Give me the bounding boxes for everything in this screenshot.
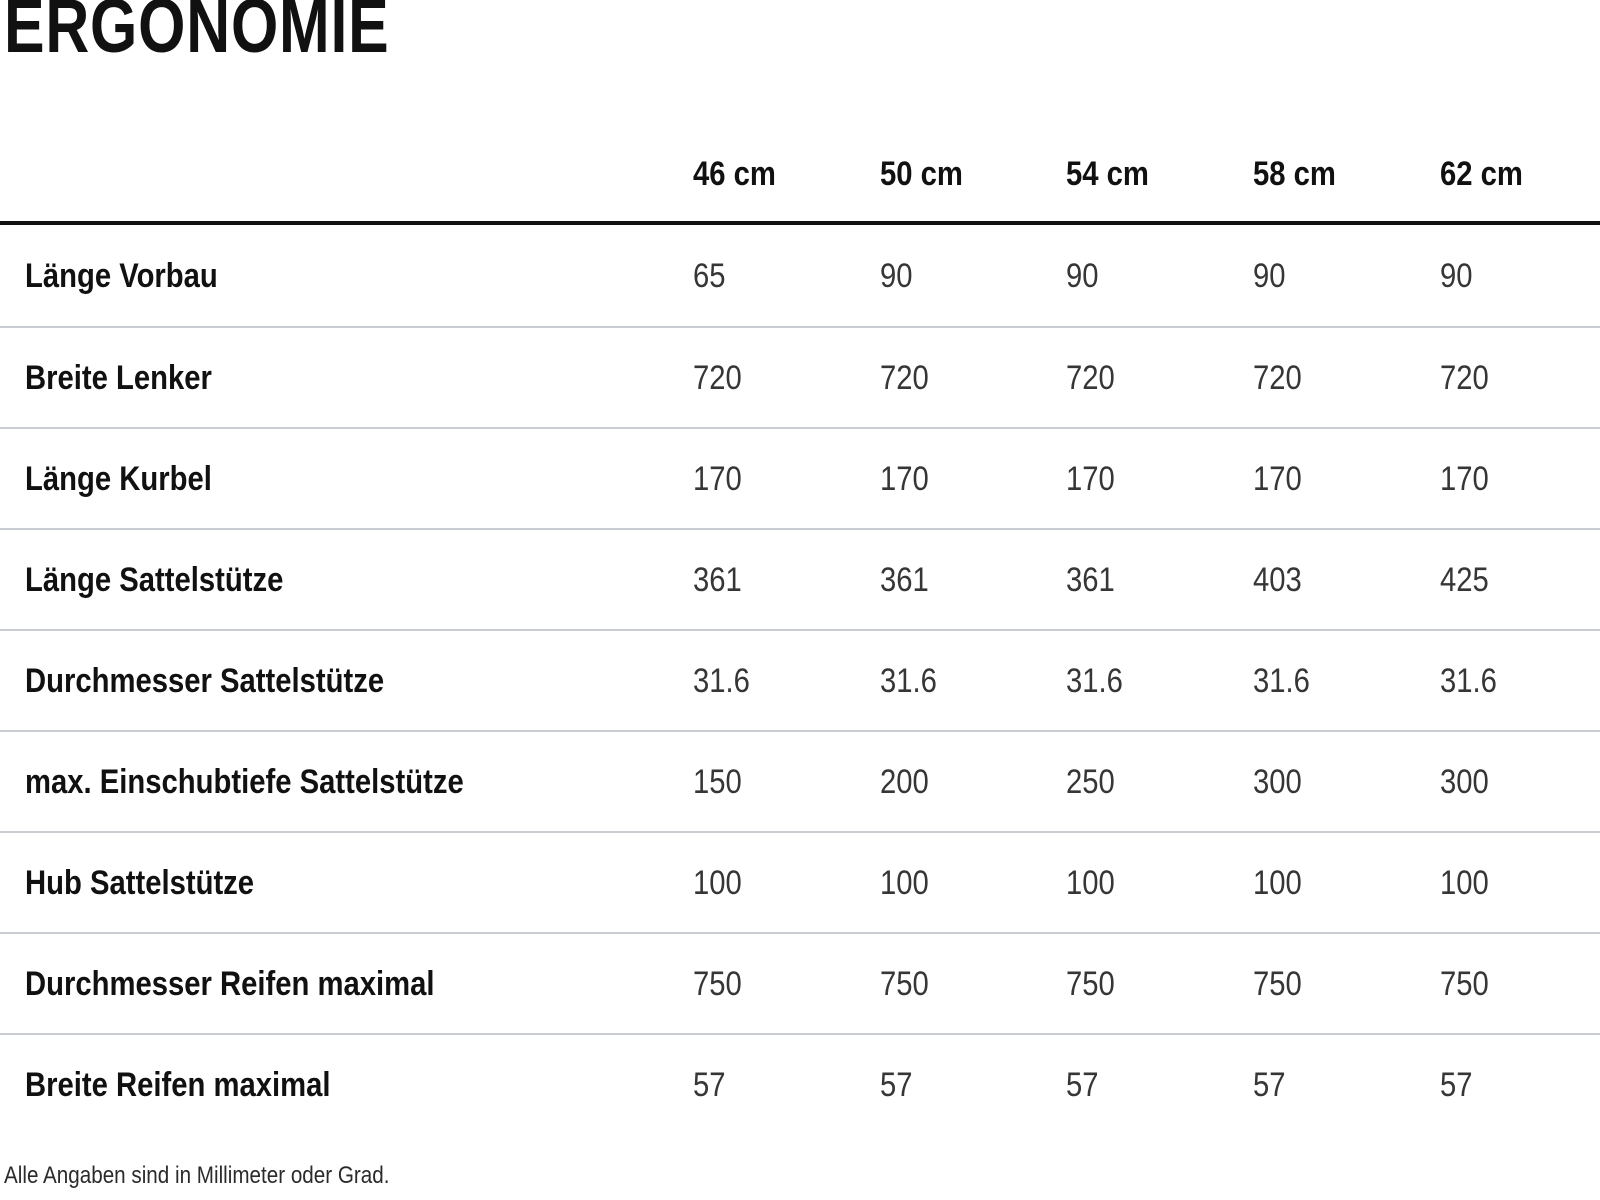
row-label: Hub Sattelstütze [25, 863, 255, 902]
cell-value: 361 [693, 560, 742, 599]
cell-value: 57 [1066, 1065, 1099, 1104]
cell-value: 403 [1253, 560, 1302, 599]
cell-value: 250 [1066, 762, 1115, 801]
footnote: Alle Angaben sind in Millimeter oder Gra… [4, 1162, 390, 1189]
row-label: Länge Kurbel [25, 459, 212, 498]
table-row-laenge-kurbel: Länge Kurbel 170 170 170 170 170 [0, 427, 1600, 528]
cell-value: 170 [693, 459, 742, 498]
table-row-durchmesser-reifen-maximal: Durchmesser Reifen maximal 750 750 750 7… [0, 932, 1600, 1033]
row-label: Breite Reifen maximal [25, 1065, 331, 1104]
cell-value: 170 [1066, 459, 1115, 498]
cell-value: 425 [1440, 560, 1489, 599]
cell-value: 31.6 [693, 661, 750, 700]
row-label: Länge Sattelstütze [25, 560, 284, 599]
column-header-54cm: 54 cm [1066, 155, 1149, 193]
header-label-spacer [0, 194, 693, 221]
cell-value: 750 [880, 964, 929, 1003]
cell-value: 300 [1440, 762, 1489, 801]
cell-value: 361 [880, 560, 929, 599]
cell-value: 300 [1253, 762, 1302, 801]
cell-value: 170 [880, 459, 929, 498]
cell-value: 100 [1253, 863, 1302, 902]
table-row-hub-sattelstuetze: Hub Sattelstütze 100 100 100 100 100 [0, 831, 1600, 932]
cell-value: 150 [693, 762, 742, 801]
cell-value: 170 [1253, 459, 1302, 498]
cell-value: 720 [1253, 358, 1302, 397]
row-label: Durchmesser Reifen maximal [25, 964, 435, 1003]
cell-value: 57 [880, 1065, 913, 1104]
cell-value: 750 [693, 964, 742, 1003]
cell-value: 750 [1440, 964, 1489, 1003]
cell-value: 750 [1066, 964, 1115, 1003]
column-header-46cm: 46 cm [693, 155, 776, 193]
cell-value: 720 [693, 358, 742, 397]
table-row-breite-lenker: Breite Lenker 720 720 720 720 720 [0, 326, 1600, 427]
cell-value: 100 [1066, 863, 1115, 902]
cell-value: 720 [1440, 358, 1489, 397]
cell-value: 57 [693, 1065, 726, 1104]
cell-value: 65 [693, 256, 726, 295]
cell-value: 90 [880, 256, 913, 295]
cell-value: 90 [1066, 256, 1099, 295]
table-row-breite-reifen-maximal: Breite Reifen maximal 57 57 57 57 57 [0, 1033, 1600, 1134]
cell-value: 31.6 [1066, 661, 1123, 700]
cell-value: 720 [1066, 358, 1115, 397]
column-header-62cm: 62 cm [1440, 155, 1523, 193]
cell-value: 361 [1066, 560, 1115, 599]
table-row-max-einschubtiefe-sattelstuetze: max. Einschubtiefe Sattelstütze 150 200 … [0, 730, 1600, 831]
cell-value: 57 [1253, 1065, 1286, 1104]
cell-value: 90 [1253, 256, 1286, 295]
cell-value: 90 [1440, 256, 1473, 295]
row-label: Breite Lenker [25, 358, 212, 397]
cell-value: 57 [1440, 1065, 1473, 1104]
page-title: ERGONOMIE [4, 0, 390, 69]
cell-value: 720 [880, 358, 929, 397]
row-label: Durchmesser Sattelstütze [25, 661, 385, 700]
cell-value: 100 [693, 863, 742, 902]
table-row-laenge-vorbau: Länge Vorbau 65 90 90 90 90 [0, 225, 1600, 326]
column-header-58cm: 58 cm [1253, 155, 1336, 193]
ergonomics-spec-table: 46 cm 50 cm 54 cm 58 cm 62 cm Länge Vorb… [0, 0, 1600, 1134]
table-row-durchmesser-sattelstuetze: Durchmesser Sattelstütze 31.6 31.6 31.6 … [0, 629, 1600, 730]
column-header-50cm: 50 cm [880, 155, 963, 193]
cell-value: 31.6 [1253, 661, 1310, 700]
cell-value: 100 [1440, 863, 1489, 902]
cell-value: 31.6 [1440, 661, 1497, 700]
cell-value: 200 [880, 762, 929, 801]
cell-value: 170 [1440, 459, 1489, 498]
table-header-row: 46 cm 50 cm 54 cm 58 cm 62 cm [0, 0, 1600, 225]
table-row-laenge-sattelstuetze: Länge Sattelstütze 361 361 361 403 425 [0, 528, 1600, 629]
cell-value: 31.6 [880, 661, 937, 700]
row-label: Länge Vorbau [25, 256, 218, 295]
cell-value: 750 [1253, 964, 1302, 1003]
cell-value: 100 [880, 863, 929, 902]
row-label: max. Einschubtiefe Sattelstütze [25, 762, 464, 801]
